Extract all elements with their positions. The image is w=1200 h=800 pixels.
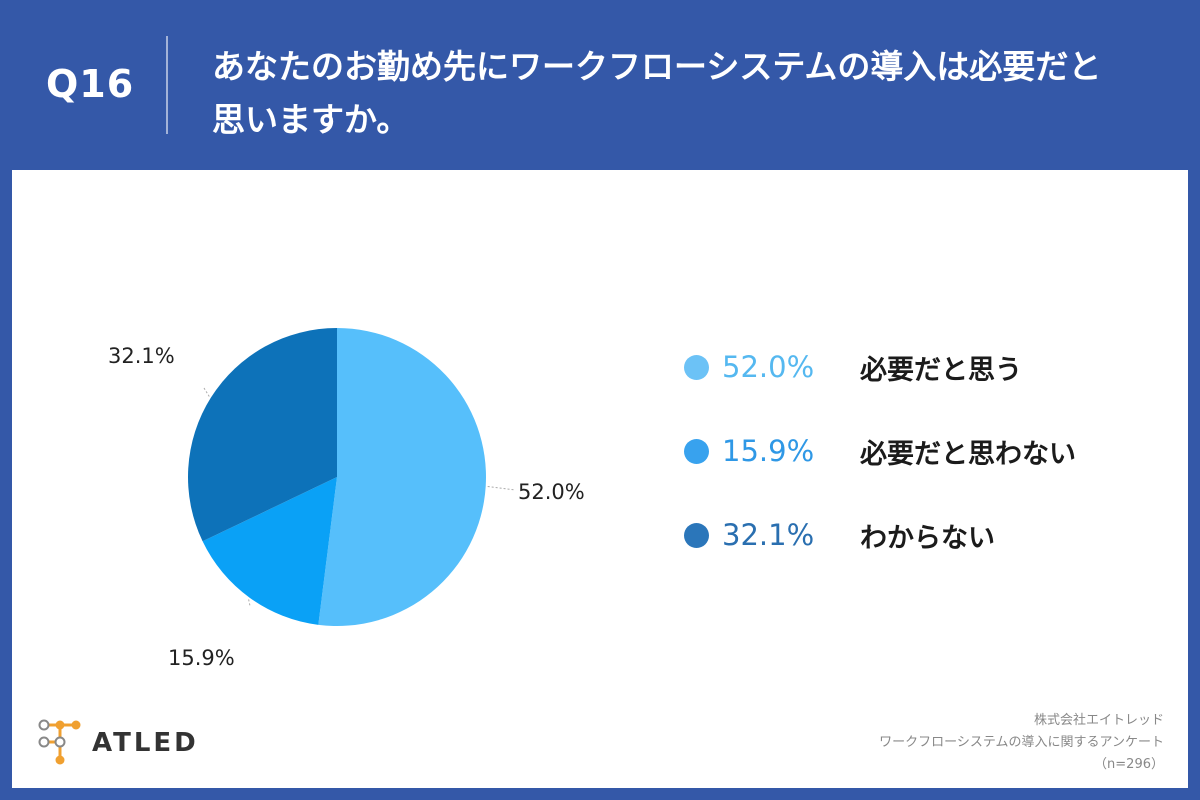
legend-dot [684, 354, 709, 380]
legend-dot [684, 438, 709, 464]
leader-line-not-needed [248, 599, 251, 607]
legend-dot [684, 522, 709, 548]
source-sample: （n=296） [1094, 757, 1164, 772]
slice-label-not-needed: 15.9% [168, 646, 235, 670]
header-divider [166, 36, 168, 134]
pie-slice-unknown [188, 328, 337, 542]
legend-percent: 32.1% [722, 518, 815, 552]
legend-item: 32.1% わからない [684, 514, 1076, 556]
leader-line-unknown [203, 387, 210, 397]
header: Q16 あなたのお勤め先にワークフローシステムの導入は必要だと 思いますか。 [0, 0, 1200, 170]
legend-percent: 15.9% [722, 434, 815, 468]
legend-label: わからない [860, 522, 995, 554]
source-company: 株式会社エイトレッド [1033, 713, 1164, 728]
legend: 52.0% 必要だと思う 15.9% 必要だと思わない 32.1% わからない [684, 346, 1076, 598]
logo-wordmark: ATLED [92, 728, 199, 758]
pie-chart [188, 328, 516, 626]
source-note: 株式会社エイトレッド ワークフローシステムの導入に関するアンケート （n=296… [879, 710, 1164, 776]
question-number: Q16 [46, 62, 135, 106]
legend-item: 52.0% 必要だと思う [684, 346, 1076, 388]
legend-percent: 52.0% [722, 350, 815, 384]
leader-line-needed [487, 485, 516, 491]
source-survey: ワークフローシステムの導入に関するアンケート [879, 735, 1164, 750]
question-text: あなたのお勤め先にワークフローシステムの導入は必要だと 思いますか。 [212, 47, 1102, 139]
legend-label: 必要だと思う [860, 354, 1022, 386]
legend-label: 必要だと思わない [860, 438, 1076, 470]
slice-label-unknown: 32.1% [108, 344, 175, 368]
slice-label-needed: 52.0% [518, 480, 585, 504]
atled-logo: ATLED [36, 716, 199, 770]
pie-slice-not-needed [202, 477, 337, 625]
pie-slice-needed [318, 328, 486, 626]
network-icon [38, 719, 81, 765]
legend-item: 15.9% 必要だと思わない [684, 430, 1076, 472]
chart-panel: 52.0% 15.9% 32.1% 52.0% 必要だと思う 15.9% 必要だ… [12, 170, 1188, 788]
